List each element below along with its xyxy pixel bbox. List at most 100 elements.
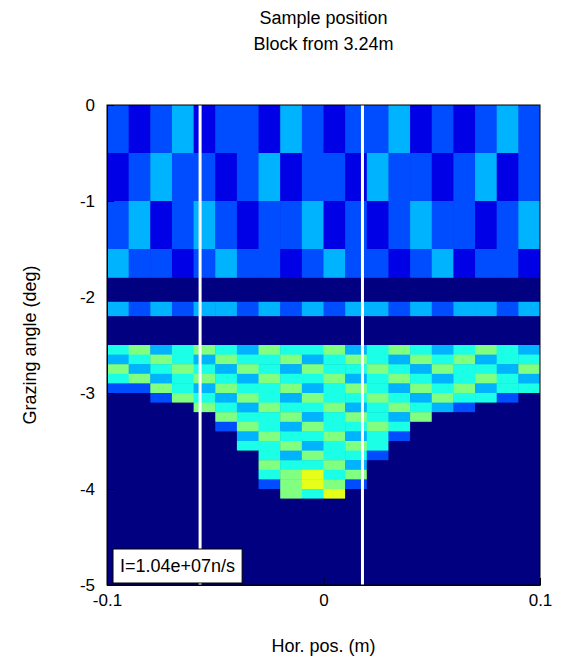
cell <box>237 201 259 250</box>
annotation: I=1.04e+07n/s <box>113 549 242 583</box>
cell <box>107 412 129 422</box>
cell <box>150 105 172 154</box>
cell <box>453 451 475 461</box>
cell <box>410 153 432 202</box>
cell <box>280 249 302 278</box>
cell <box>345 441 367 451</box>
cell <box>129 460 151 470</box>
cell <box>280 441 302 451</box>
cell <box>172 403 194 413</box>
cell <box>345 403 367 413</box>
cell <box>194 302 216 317</box>
cell <box>388 393 410 403</box>
cell <box>107 393 129 403</box>
cell <box>497 499 519 585</box>
cell <box>475 364 497 374</box>
chart: -0.100.10-1-2-3-4-5Sample positionBlock … <box>0 0 563 668</box>
cell <box>302 460 324 470</box>
cell <box>280 374 302 384</box>
cell <box>215 201 237 250</box>
cell <box>410 374 432 384</box>
y-tick-label: -2 <box>80 288 95 307</box>
cell <box>107 431 129 441</box>
cell <box>432 105 454 154</box>
cell <box>280 499 302 585</box>
cell <box>172 460 194 470</box>
cell <box>497 460 519 470</box>
cell <box>367 374 389 384</box>
y-axis-line <box>107 106 108 586</box>
cell <box>129 393 151 403</box>
x-tick-label: 0.1 <box>529 591 553 610</box>
cell <box>302 451 324 461</box>
cell <box>259 374 281 384</box>
cell <box>518 393 540 403</box>
cell <box>215 383 237 393</box>
cell <box>172 302 194 317</box>
cell <box>215 441 237 451</box>
cell <box>475 316 497 345</box>
cell <box>388 451 410 461</box>
cell <box>475 355 497 365</box>
cell <box>150 412 172 422</box>
x-tick-label: 0 <box>319 591 328 610</box>
cell <box>324 249 346 278</box>
cell <box>388 422 410 432</box>
cell <box>518 403 540 413</box>
cell <box>497 383 519 393</box>
cell <box>475 403 497 413</box>
cell <box>497 374 519 384</box>
cell <box>432 422 454 432</box>
cell <box>194 441 216 451</box>
cell <box>453 460 475 470</box>
cell <box>432 278 454 303</box>
cell <box>410 105 432 154</box>
cell <box>475 383 497 393</box>
cell <box>107 422 129 432</box>
cell <box>324 153 346 202</box>
cell <box>107 302 129 317</box>
cell <box>237 278 259 303</box>
cell <box>324 383 346 393</box>
cell <box>410 302 432 317</box>
cell <box>259 422 281 432</box>
cell <box>194 479 216 489</box>
cell <box>194 374 216 384</box>
cell <box>475 441 497 451</box>
cell <box>259 451 281 461</box>
cell <box>518 153 540 202</box>
cell <box>453 383 475 393</box>
cell <box>280 355 302 365</box>
cell <box>324 201 346 250</box>
y-tick: -4 <box>80 480 114 499</box>
cell <box>432 383 454 393</box>
cell <box>475 470 497 480</box>
cell <box>194 153 216 202</box>
cell <box>215 489 237 499</box>
cell <box>453 153 475 202</box>
cell <box>432 441 454 451</box>
cell <box>388 364 410 374</box>
cell <box>497 451 519 461</box>
cell <box>172 441 194 451</box>
cell <box>518 383 540 393</box>
cell <box>388 431 410 441</box>
cell <box>367 278 389 303</box>
cell <box>172 249 194 278</box>
cell <box>497 431 519 441</box>
cell <box>367 460 389 470</box>
cell <box>107 201 129 250</box>
cell <box>497 201 519 250</box>
cell <box>215 374 237 384</box>
cell <box>302 153 324 202</box>
cell <box>345 451 367 461</box>
cell <box>345 393 367 403</box>
cell <box>215 302 237 317</box>
cell <box>215 479 237 489</box>
cell <box>475 412 497 422</box>
cell <box>259 105 281 154</box>
cell <box>194 412 216 422</box>
cell <box>107 489 129 499</box>
cell <box>237 105 259 154</box>
cell <box>518 412 540 422</box>
